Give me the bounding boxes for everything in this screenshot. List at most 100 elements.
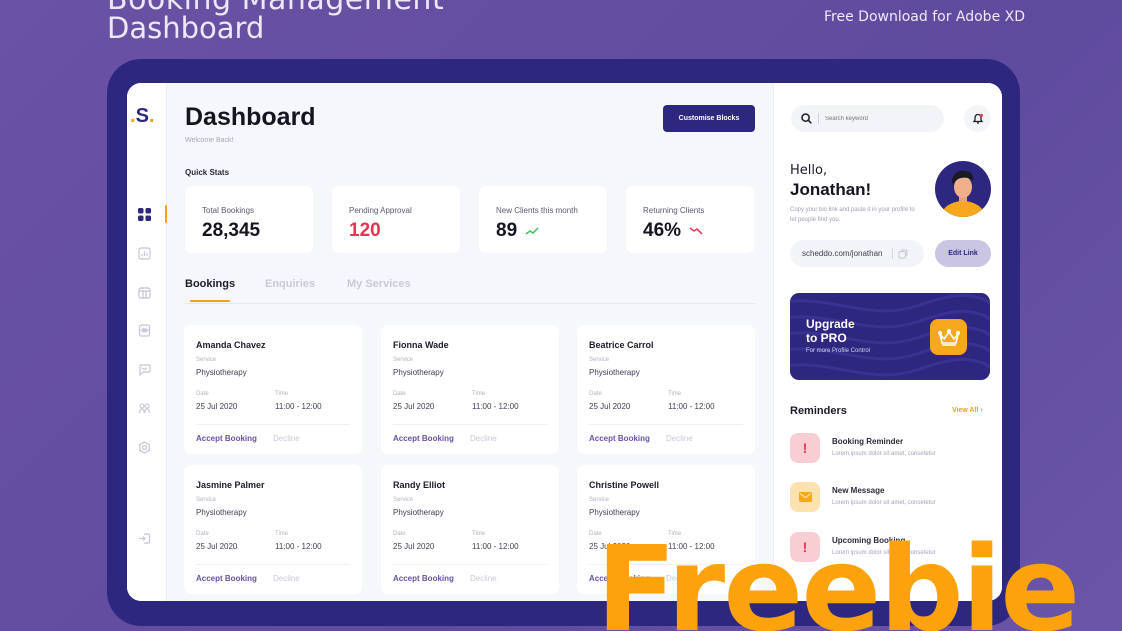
- decline-button[interactable]: Decline: [470, 574, 497, 583]
- notifications-button[interactable]: [964, 105, 991, 132]
- bio-link-field[interactable]: scheddo.com/jonathan: [790, 240, 924, 267]
- sidebar-item-settings[interactable]: [137, 440, 151, 454]
- stat-label: Total Bookings: [202, 206, 255, 215]
- sidebar-item-clients[interactable]: [137, 401, 151, 415]
- upgrade-title: Upgrade to PRO: [806, 317, 855, 345]
- service-value: Physiotherapy: [196, 368, 247, 377]
- service-value: Physiotherapy: [393, 508, 444, 517]
- link-separator: [891, 248, 893, 259]
- booking-card: Randy Elliot Service Physiotherapy Date …: [381, 465, 559, 594]
- promo-subtitle: Free Download for Adobe XD: [824, 9, 1026, 25]
- reminder-item[interactable]: New Message Lorem ipsum dolor sit amet, …: [790, 482, 990, 514]
- bio-description: Copy your bio link and paste it in your …: [790, 207, 915, 223]
- welcome-text: Welcome Back!: [185, 137, 234, 144]
- time-value: 11:00 - 12:00: [472, 402, 519, 411]
- time-label: Time: [275, 531, 289, 537]
- date-label: Date: [589, 391, 602, 397]
- tab-bookings[interactable]: Bookings: [185, 278, 236, 290]
- reminder-item[interactable]: ! Booking Reminder Lorem ipsum dolor sit…: [790, 433, 990, 465]
- client-name: Randy Elliot: [393, 480, 446, 490]
- users-icon: [138, 402, 150, 413]
- booking-card: Fionna Wade Service Physiotherapy Date 2…: [381, 325, 559, 454]
- booking-card: Jasmine Palmer Service Physiotherapy Dat…: [184, 465, 362, 594]
- service-label: Service: [196, 357, 217, 363]
- search-icon: [801, 113, 812, 124]
- accept-booking-button[interactable]: Accept Booking: [393, 574, 454, 583]
- time-label: Time: [668, 531, 682, 537]
- decline-button[interactable]: Decline: [666, 434, 693, 443]
- freebie-overlay-text: Freebie: [596, 520, 1080, 631]
- decline-button[interactable]: Decline: [273, 574, 300, 583]
- grid-icon: [137, 207, 151, 221]
- sidebar-item-analytics[interactable]: [137, 246, 151, 260]
- customise-blocks-button[interactable]: Customise Blocks: [663, 105, 755, 132]
- accept-booking-button[interactable]: Accept Booking: [196, 434, 257, 443]
- date-label: Date: [196, 531, 209, 537]
- view-all-label: View All: [952, 407, 979, 414]
- service-value: Physiotherapy: [393, 368, 444, 377]
- date-label: Date: [196, 391, 209, 397]
- sidebar-item-calendar[interactable]: [137, 285, 151, 299]
- client-name: Jasmine Palmer: [196, 480, 265, 490]
- user-avatar-icon: [935, 161, 991, 217]
- client-name: Christine Powell: [589, 480, 660, 490]
- wave-pattern-decoration: [790, 293, 990, 377]
- date-value: 25 Jul 2020: [589, 542, 631, 551]
- logout-button[interactable]: [137, 531, 151, 545]
- search-bar[interactable]: [791, 105, 944, 132]
- reminders-title: Reminders: [790, 405, 847, 417]
- decline-button[interactable]: Decline: [470, 434, 497, 443]
- date-value: 25 Jul 2020: [393, 542, 435, 551]
- stat-card-total-bookings: Total Bookings 28,345: [185, 186, 313, 253]
- divider: [196, 564, 350, 565]
- time-value: 11:00 - 12:00: [275, 402, 322, 411]
- chat-icon: [138, 363, 151, 376]
- copy-icon[interactable]: [898, 249, 908, 259]
- right-panel: Hello, Jonathan! Copy your bio link and …: [773, 83, 1002, 601]
- divider: [393, 564, 547, 565]
- stat-value: 89: [496, 220, 539, 242]
- sidebar-item-messages[interactable]: [137, 362, 151, 376]
- client-name: Beatrice Carrol: [589, 340, 654, 350]
- search-input[interactable]: [825, 115, 925, 122]
- time-value: 11:00 - 12:00: [472, 542, 519, 551]
- reminder-item[interactable]: ! Upcoming Booking Lorem ipsum dolor sit…: [790, 532, 990, 564]
- upgrade-title-line1: Upgrade: [806, 317, 855, 331]
- sidebar-item-dashboard[interactable]: [137, 207, 151, 221]
- time-label: Time: [275, 391, 289, 397]
- logo-letter: S: [135, 105, 149, 127]
- accept-booking-button[interactable]: Accept Booking: [393, 434, 454, 443]
- tab-enquiries[interactable]: Enquiries: [265, 278, 316, 290]
- stat-card-pending-approval: Pending Approval 120: [332, 186, 460, 253]
- upgrade-pro-card[interactable]: Upgrade to PRO For more Profile Control: [790, 293, 990, 380]
- service-value: Physiotherapy: [589, 368, 640, 377]
- active-indicator: [165, 205, 167, 223]
- logo[interactable]: .S.: [130, 105, 154, 128]
- reminder-title: Upcoming Booking: [832, 536, 906, 545]
- booking-card: Christine Powell Service Physiotherapy D…: [577, 465, 755, 594]
- crown-icon: [937, 328, 960, 346]
- stat-number: 89: [496, 220, 518, 241]
- decline-button[interactable]: Decline: [666, 574, 693, 583]
- sidebar: .S.: [127, 83, 167, 601]
- sidebar-item-documents[interactable]: [137, 323, 151, 337]
- time-value: 11:00 - 12:00: [668, 402, 715, 411]
- date-value: 25 Jul 2020: [196, 542, 238, 551]
- tab-my-services[interactable]: My Services: [347, 278, 411, 290]
- accept-booking-button[interactable]: Accept Booking: [589, 574, 650, 583]
- decline-button[interactable]: Decline: [273, 434, 300, 443]
- date-label: Date: [589, 531, 602, 537]
- search-separator: [818, 113, 819, 124]
- accept-booking-button[interactable]: Accept Booking: [196, 574, 257, 583]
- client-name: Fionna Wade: [393, 340, 449, 350]
- edit-link-button[interactable]: Edit Link: [935, 240, 991, 267]
- upgrade-subtitle: For more Profile Control: [806, 348, 871, 354]
- reminder-description: Lorem ipsum dolor sit amet, consetetur: [832, 550, 936, 556]
- stat-value: 120: [349, 220, 381, 242]
- booking-card: Amanda Chavez Service Physiotherapy Date…: [184, 325, 362, 454]
- view-all-link[interactable]: View All ›: [952, 407, 983, 414]
- page-title: Dashboard: [185, 103, 316, 131]
- avatar[interactable]: [935, 161, 991, 217]
- accept-booking-button[interactable]: Accept Booking: [589, 434, 650, 443]
- service-label: Service: [589, 497, 610, 503]
